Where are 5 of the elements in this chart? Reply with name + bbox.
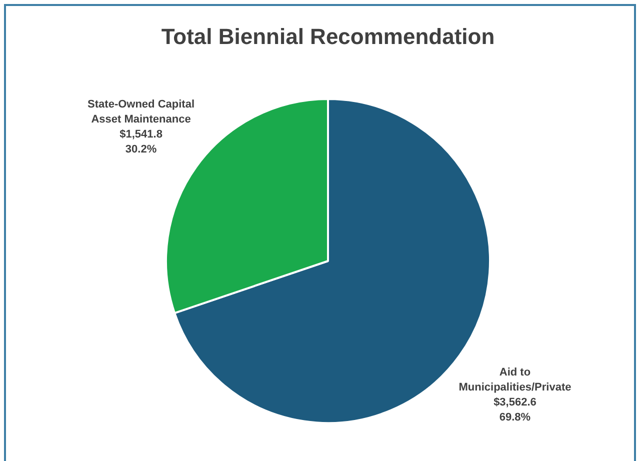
slice-label: State-Owned Capital Asset Maintenance	[88, 98, 195, 126]
data-label: $1,541.8 30.2%	[120, 128, 162, 156]
chart-title: Total Biennial Recommendation	[161, 24, 495, 50]
data-label: $3,562.6 69.8%	[494, 396, 536, 424]
slice-label: Aid to Municipalities/Private	[458, 366, 572, 394]
